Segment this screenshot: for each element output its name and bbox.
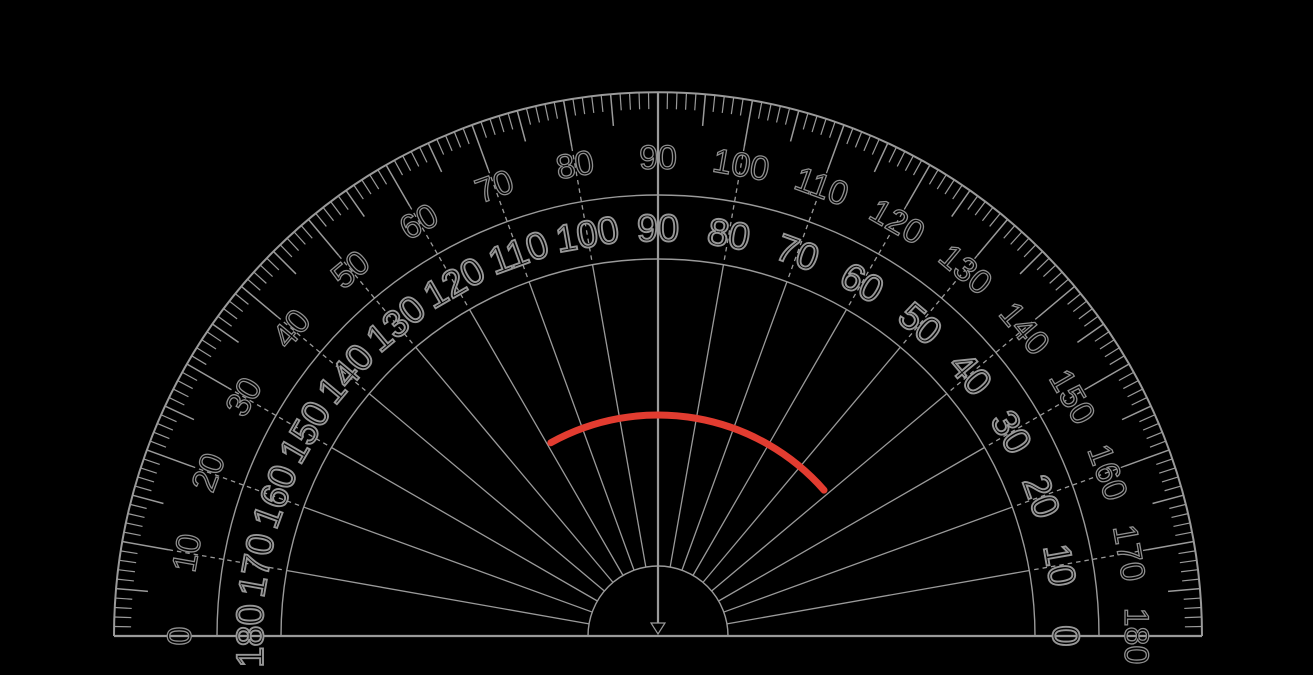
degree-label: 130: [931, 237, 999, 303]
degree-label: 70: [470, 163, 519, 212]
degree-label: 0: [1044, 625, 1086, 646]
degree-label: 50: [324, 243, 377, 296]
center-marker: [649, 622, 667, 636]
degree-label: 100: [552, 209, 622, 261]
degree-label: 0: [161, 627, 199, 646]
degree-label: 110: [483, 223, 554, 283]
degree-label: 60: [393, 196, 445, 248]
degree-label: 30: [218, 371, 270, 423]
degree-label: 140: [310, 337, 383, 413]
degree-label: 70: [770, 227, 824, 281]
degree-label: 160: [245, 460, 306, 534]
degree-label: 30: [982, 404, 1040, 462]
degree-label: 100: [710, 142, 772, 189]
degree-label: 60: [833, 255, 891, 313]
degree-label: 80: [704, 211, 753, 260]
degree-label: 80: [553, 143, 597, 187]
degree-label: 90: [637, 208, 679, 250]
degree-label: 170: [1105, 522, 1152, 584]
degree-label: 90: [639, 139, 677, 177]
degree-label: 20: [1013, 470, 1067, 524]
degree-label: 170: [231, 530, 283, 600]
degree-label: 20: [185, 448, 234, 497]
degree-label: 140: [991, 295, 1057, 363]
degree-label: 10: [1034, 541, 1083, 590]
degree-label: 110: [790, 160, 854, 214]
red-angle-arc: [547, 411, 828, 494]
degree-label: 130: [359, 288, 435, 361]
degree-label: 10: [165, 531, 209, 575]
degree-label: 180: [230, 604, 272, 667]
degree-ticks: [114, 92, 1202, 637]
degree-label: 160: [1080, 439, 1135, 505]
degree-label: 150: [1041, 363, 1102, 431]
degree-label: 120: [863, 191, 931, 252]
degree-label: 180: [1117, 608, 1155, 665]
degree-label: 40: [265, 302, 318, 355]
